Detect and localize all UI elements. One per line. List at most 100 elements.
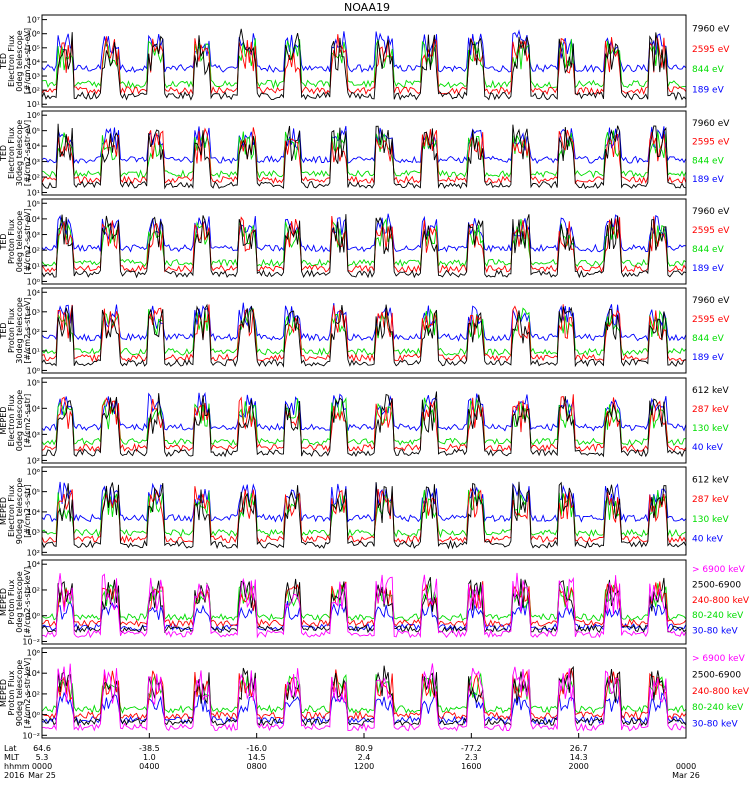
- y-axis-label-line: 0deg telescope: [15, 211, 24, 272]
- series-line: [41, 481, 687, 523]
- y-axis-label-line: 0deg telescope: [15, 571, 24, 632]
- x-tick-label: 80.9: [355, 744, 373, 753]
- panel-frame: [41, 287, 687, 374]
- y-tick-label: 10²: [27, 173, 40, 182]
- series-line: [41, 29, 687, 73]
- y-tick-label: 10³: [27, 72, 40, 81]
- legend-entry: 844 eV: [692, 245, 725, 255]
- y-tick-label: 10²: [27, 246, 40, 255]
- y-axis-label-line: Electron Flux: [7, 127, 16, 179]
- y-tick-label: 10⁶: [27, 649, 40, 658]
- y-tick-label: 10⁰: [27, 612, 40, 621]
- legend-entry: 240-800 keV: [692, 596, 750, 606]
- y-tick-label: 10⁵: [27, 127, 40, 136]
- series-line: [41, 28, 687, 101]
- x-tick-label: Mar 26: [672, 771, 700, 780]
- legend-entry: 189 eV: [692, 353, 725, 363]
- series-line: [41, 304, 687, 363]
- series-line: [41, 391, 687, 458]
- legend-entry: > 6900 keV: [692, 654, 746, 664]
- y-axis-label-line: [#/cm2-s-str-eV]: [23, 120, 32, 186]
- legend-entry: 2500-6900: [692, 670, 741, 680]
- legend-entry: 130 keV: [692, 515, 729, 525]
- x-tick-label: -38.5: [139, 744, 160, 753]
- y-axis-label-line: MEPED: [0, 588, 8, 616]
- panel-frame: [41, 110, 687, 196]
- legend-entry: 7960 eV: [692, 24, 730, 34]
- y-tick-label: 10²: [27, 690, 40, 699]
- x-tick-label: 14.3: [570, 753, 588, 762]
- y-tick-label: 10⁵: [27, 44, 40, 53]
- x-tick-label: 14.5: [248, 753, 266, 762]
- y-axis-label: TEDElectron Flux30deg telescope[#/cm2-s-…: [0, 120, 32, 187]
- series-line: [41, 394, 687, 453]
- y-axis-label: TEDProton Flux30deg telescope[#/cm2-s-st…: [0, 297, 32, 364]
- series-line: [41, 125, 687, 165]
- y-axis-label-line: TED: [0, 145, 8, 162]
- legend-entry: 30-80 keV: [692, 626, 738, 636]
- y-tick-label: 10⁵: [27, 378, 40, 387]
- y-tick-label: 10⁰: [27, 711, 40, 720]
- y-axis-label-line: 90deg telescope: [15, 660, 24, 727]
- legend-entry: 2595 eV: [692, 315, 730, 325]
- y-axis-label-line: [#/cm2-s-str]: [23, 394, 32, 447]
- y-tick-label: 10²: [27, 327, 40, 336]
- y-tick-label: 10⁰: [27, 366, 40, 375]
- y-tick-label: 10³: [27, 430, 40, 439]
- legend-entry: 287 keV: [692, 405, 729, 415]
- legend-entry: 2500-6900: [692, 580, 741, 590]
- y-axis-label-line: 30deg telescope: [15, 297, 24, 364]
- y-tick-label: 10³: [27, 231, 40, 240]
- y-tick-label: 10⁴: [27, 58, 40, 67]
- legend-entry: 844 eV: [692, 156, 725, 166]
- x-tick-label: 1.0: [143, 753, 156, 762]
- y-axis-label-line: Proton Flux: [7, 308, 16, 353]
- y-tick-label: 10⁴: [27, 404, 40, 413]
- series-line: [41, 583, 687, 622]
- legend-entry: 612 keV: [692, 386, 729, 396]
- series-line: [41, 217, 687, 268]
- legend-entry: 2595 eV: [692, 226, 730, 236]
- y-tick-label: 10⁴: [27, 288, 40, 297]
- y-tick-label: 10⁴: [27, 560, 40, 569]
- y-tick-label: 10⁵: [27, 199, 40, 208]
- y-axis-label-line: 0deg telescope: [15, 390, 24, 451]
- y-axis-label-line: [#/cm2-s-str-eV]: [23, 297, 32, 363]
- series-line: [41, 481, 687, 550]
- legend-entry: 240-800 keV: [692, 687, 750, 697]
- legend-entry: 287 keV: [692, 495, 729, 505]
- series-line: [41, 486, 687, 544]
- panel-frame: [41, 198, 687, 285]
- y-tick-label: 10⁶: [27, 467, 40, 476]
- legend-entry: 7960 eV: [692, 296, 730, 306]
- y-tick-label: 10⁻²: [22, 637, 40, 646]
- y-tick-label: 10²: [27, 456, 40, 465]
- x-tick-label: 1600: [461, 762, 481, 771]
- y-tick-label: 10²: [27, 548, 40, 557]
- y-axis-label-line: [#/cm2-s-str]: [23, 484, 32, 537]
- x-tick-label: Mar 25: [28, 771, 56, 780]
- y-axis-label: MEPEDElectron Flux0deg telescope[#/cm2-s…: [0, 390, 32, 451]
- y-axis-label-line: [#/cm2-s-str-keV]: [23, 567, 32, 638]
- y-tick-label: 10¹: [27, 100, 40, 109]
- x-tick-label: 2.3: [465, 753, 478, 762]
- legend-entry: 2595 eV: [692, 45, 730, 55]
- y-axis-label-line: Electron Flux: [7, 394, 16, 446]
- y-axis-label-line: 30deg telescope: [15, 120, 24, 187]
- series-line: [41, 213, 687, 253]
- x-row-label: 2016: [4, 771, 24, 780]
- y-axis-label-line: 90deg telescope: [15, 478, 24, 545]
- y-tick-label: 10⁶: [27, 111, 40, 120]
- series-line: [41, 488, 687, 539]
- y-tick-label: 10⁴: [27, 142, 40, 151]
- legend-entry: 7960 eV: [692, 207, 730, 217]
- series-line: [41, 302, 687, 342]
- series-line: [41, 127, 687, 185]
- panel-frame: [41, 559, 687, 645]
- series-line: [41, 391, 687, 432]
- series-line: [41, 38, 686, 90]
- y-tick-label: 10⁴: [27, 669, 40, 678]
- y-tick-label: 10¹: [27, 188, 40, 197]
